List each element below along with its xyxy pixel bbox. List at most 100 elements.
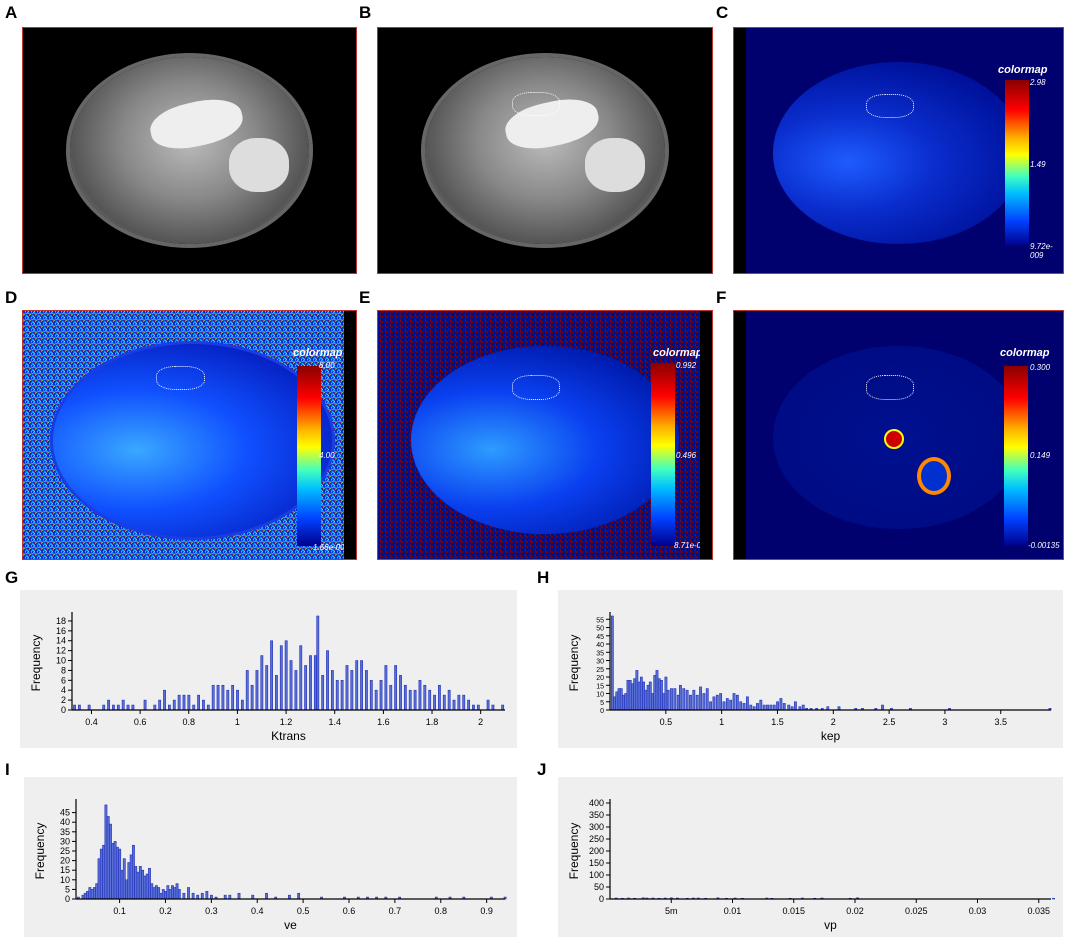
- histogram-bar: [161, 889, 165, 900]
- panel-label-f: F: [716, 288, 727, 307]
- y-tick-label: 300: [589, 822, 604, 832]
- panel-label-d: D: [5, 288, 18, 307]
- x-tick-label: 2.5: [883, 717, 896, 727]
- y-tick-label: 8: [61, 665, 66, 675]
- histogram-bar: [476, 704, 480, 711]
- y-tick-label: 45: [596, 634, 604, 641]
- histogram-bar: [270, 640, 273, 711]
- y-tick-label: 50: [594, 882, 604, 892]
- histogram-bar: [365, 670, 368, 711]
- histogram-bar: [472, 704, 475, 711]
- histogram-bar: [88, 887, 92, 900]
- histogram-bar: [316, 615, 320, 711]
- histogram-bar: [615, 691, 619, 711]
- histogram-bar: [111, 843, 115, 900]
- histogram-bar: [1052, 897, 1055, 900]
- x-tick-label: 1.6: [377, 717, 390, 727]
- y-tick-label: 0: [61, 705, 66, 715]
- histogram-bar: [655, 670, 659, 711]
- histogram-bar: [624, 693, 628, 711]
- x-tick-label: 3: [942, 717, 947, 727]
- x-tick-label: 1.2: [280, 717, 293, 727]
- histogram-bar: [628, 680, 632, 711]
- histogram-bar: [152, 887, 156, 900]
- histogram-bar: [467, 699, 471, 711]
- histogram-bar: [326, 650, 329, 711]
- histogram-bar: [182, 892, 186, 900]
- y-tick-label: 2: [61, 695, 66, 705]
- panel-label-e: E: [359, 288, 371, 307]
- histogram-bar: [231, 684, 235, 711]
- y-tick-label: 10: [596, 692, 604, 699]
- histogram-bar: [709, 701, 712, 711]
- x-tick-label: 0.6: [343, 906, 356, 916]
- histogram-bar: [702, 693, 706, 711]
- y-tick-label: 0: [65, 894, 70, 904]
- histogram-bar: [132, 844, 135, 900]
- histogram-bar: [722, 701, 726, 711]
- colorbar-mid: 1.49: [1030, 160, 1046, 169]
- x-tick-label: 0.3: [205, 906, 218, 916]
- histogram-bar: [457, 694, 461, 711]
- y-tick-label: 25: [596, 667, 604, 674]
- histogram-bar: [646, 684, 650, 711]
- histogram-bar: [631, 683, 634, 711]
- y-tick-label: 15: [60, 865, 70, 875]
- histogram-bar: [90, 889, 94, 900]
- y-tick-label: 45: [60, 808, 70, 818]
- colormap-title: colormap: [653, 347, 703, 359]
- histogram-bar: [438, 684, 441, 711]
- x-tick-label: 0.4: [85, 717, 98, 727]
- histogram-bar: [99, 848, 103, 900]
- histogram-bar: [187, 887, 190, 900]
- x-tick-label: 0.02: [846, 906, 864, 916]
- histogram-bar: [779, 698, 783, 711]
- histogram-bar: [115, 846, 119, 900]
- panel-label-i: I: [5, 760, 10, 779]
- y-tick-label: 14: [56, 636, 66, 646]
- histogram-bar: [171, 885, 174, 900]
- histogram-bar: [491, 704, 495, 711]
- histogram-bar: [289, 660, 293, 711]
- colorbar-min: 1.66e-006: [313, 543, 350, 552]
- y-tick-label: 20: [596, 675, 604, 682]
- roi-outline: [156, 365, 205, 390]
- histogram-bar: [95, 883, 99, 900]
- roi-outline: [511, 91, 561, 116]
- histogram-bar: [125, 879, 128, 900]
- colorbar-max: 0.300: [1030, 363, 1051, 372]
- histogram-bar: [148, 867, 151, 900]
- y-tick-label: 18: [56, 616, 66, 626]
- histogram-bar: [153, 704, 157, 711]
- histogram-bar: [321, 675, 325, 711]
- y-tick-label: 6: [61, 675, 66, 685]
- histogram-bar: [657, 678, 661, 711]
- histogram-bar: [141, 869, 145, 900]
- y-tick-label: 100: [589, 870, 604, 880]
- histogram-bar: [794, 701, 797, 711]
- histogram-bar: [240, 699, 244, 711]
- x-tick-label: 0.8: [435, 906, 448, 916]
- x-tick-label: 3.5: [995, 717, 1008, 727]
- histogram-bar: [265, 892, 268, 900]
- histogram-bar: [345, 665, 349, 711]
- y-tick-label: 12: [56, 646, 66, 656]
- histogram-bar: [299, 645, 303, 711]
- histogram-bar: [255, 670, 259, 711]
- histogram-bar: [772, 704, 776, 711]
- x-axis-label: Ktrans: [271, 729, 306, 743]
- histogram-bar: [644, 689, 648, 711]
- y-axis-label: Frequency: [567, 635, 581, 692]
- histogram-bar: [622, 694, 625, 711]
- histogram-bar: [118, 848, 122, 900]
- histogram-kep: 0.5 1 1.5 2 2.5 3 3.5 0 5 10 15 20 25 30 35 40 45 50 55 kep…: [558, 590, 1063, 748]
- histogram-bar: [158, 699, 162, 711]
- histogram-bar: [676, 694, 680, 711]
- y-tick-label: 5: [65, 884, 70, 894]
- histogram-bar: [403, 684, 407, 711]
- histogram-bar: [413, 689, 417, 711]
- y-tick-label: 40: [60, 817, 70, 827]
- x-tick-label: 0.01: [724, 906, 742, 916]
- y-tick-label: 20: [60, 856, 70, 866]
